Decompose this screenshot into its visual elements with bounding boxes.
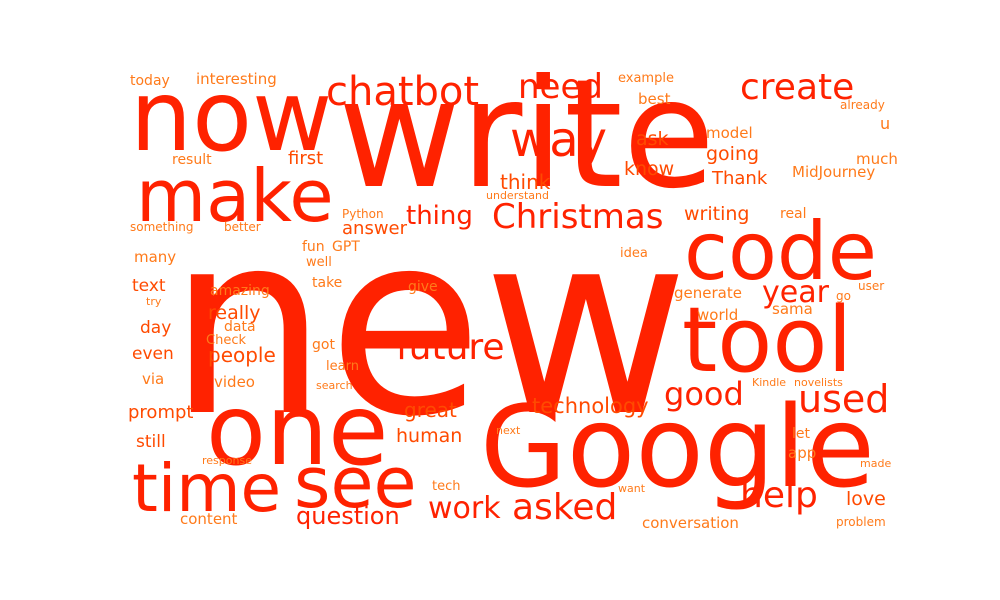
word-many: many [134, 248, 177, 266]
word-work: work [428, 491, 501, 526]
word-used: used [798, 377, 890, 421]
word-google: Google [480, 383, 875, 513]
word-app: app [788, 444, 817, 462]
word-midjourney: MidJourney [792, 163, 876, 181]
word-try: try [146, 295, 162, 308]
word-u: u [880, 114, 891, 133]
word-people: people [208, 343, 276, 367]
word-question: question [296, 502, 400, 530]
word-idea: idea [620, 246, 648, 261]
word-better: better [224, 220, 261, 234]
word-really: really [208, 302, 261, 324]
word-fun: fun [302, 239, 325, 255]
word-technology: technology [532, 394, 649, 418]
word-help: help [740, 475, 818, 516]
word-first: first [288, 148, 324, 169]
word-day: day [140, 318, 172, 338]
word-today: today [130, 73, 170, 89]
word-take: take [312, 275, 343, 291]
word-write: write [338, 48, 716, 222]
word-content: content [180, 510, 238, 528]
word-asked: asked [512, 487, 618, 528]
word-understand: understand [486, 189, 549, 202]
word-make: make [136, 154, 334, 238]
word-christmas: Christmas [492, 197, 664, 237]
word-novelists: novelists [794, 376, 843, 389]
word-writing: writing [684, 203, 750, 225]
word-need: need [518, 67, 603, 107]
word-know: know [624, 158, 675, 180]
word-tech: tech [432, 479, 461, 494]
word-year: year [762, 275, 829, 310]
word-got: got [312, 337, 335, 353]
word-even: even [132, 344, 174, 364]
word-well: well [306, 255, 332, 270]
word-tool: tool [682, 288, 853, 393]
word-generate: generate [674, 284, 742, 302]
word-great: great [404, 398, 457, 422]
word-thank: Thank [712, 168, 768, 189]
word-real: real [780, 206, 807, 222]
word-ask: ask [636, 128, 669, 150]
word-problem: problem [836, 515, 886, 529]
word-create: create [740, 67, 855, 108]
word-answer: answer [342, 218, 408, 239]
word-now: now [130, 60, 333, 174]
word-next: next [496, 424, 521, 437]
word-learn: learn [326, 359, 359, 374]
word-go: go [836, 289, 851, 303]
word-python: Python [342, 207, 384, 221]
word-way: way [510, 112, 608, 168]
word-video: video [214, 373, 255, 391]
word-model: model [706, 124, 753, 142]
word-think: think [500, 170, 551, 194]
word-much: much [856, 150, 898, 168]
word-interesting: interesting [196, 70, 277, 88]
word-want: want [618, 482, 646, 495]
word-human: human [396, 425, 463, 447]
word-best: best [638, 90, 671, 108]
word-future: future [396, 327, 505, 368]
word-let: let [792, 426, 810, 442]
word-conversation: conversation [642, 514, 739, 532]
word-example: example [618, 71, 674, 86]
word-already: already [840, 98, 885, 112]
word-data: data [224, 319, 256, 335]
word-gpt: GPT [332, 239, 360, 255]
word-chatbot: chatbot [326, 69, 480, 115]
word-via: via [142, 370, 165, 388]
word-prompt: prompt [128, 402, 194, 423]
word-something: something [130, 220, 194, 234]
word-response: response [202, 454, 252, 467]
word-new: new [168, 179, 689, 472]
word-kindle: Kindle [752, 376, 787, 389]
word-text: text [132, 276, 166, 296]
word-search: search [316, 379, 353, 392]
word-still: still [136, 432, 166, 452]
word-love: love [846, 488, 886, 510]
word-amazing: amazing [210, 283, 270, 299]
word-sama: sama [772, 300, 813, 318]
word-user: user [858, 279, 885, 293]
word-thing: thing [406, 201, 473, 231]
word-check: Check [206, 333, 246, 348]
word-see: see [294, 442, 417, 524]
word-give: give [408, 279, 438, 295]
word-going: going [706, 143, 760, 165]
word-world: world [697, 306, 739, 324]
word-good: good [664, 375, 744, 413]
word-made: made [860, 457, 892, 470]
word-one: one [206, 374, 389, 488]
word-code: code [684, 205, 877, 298]
word-time: time [132, 450, 282, 527]
word-result: result [172, 152, 212, 168]
